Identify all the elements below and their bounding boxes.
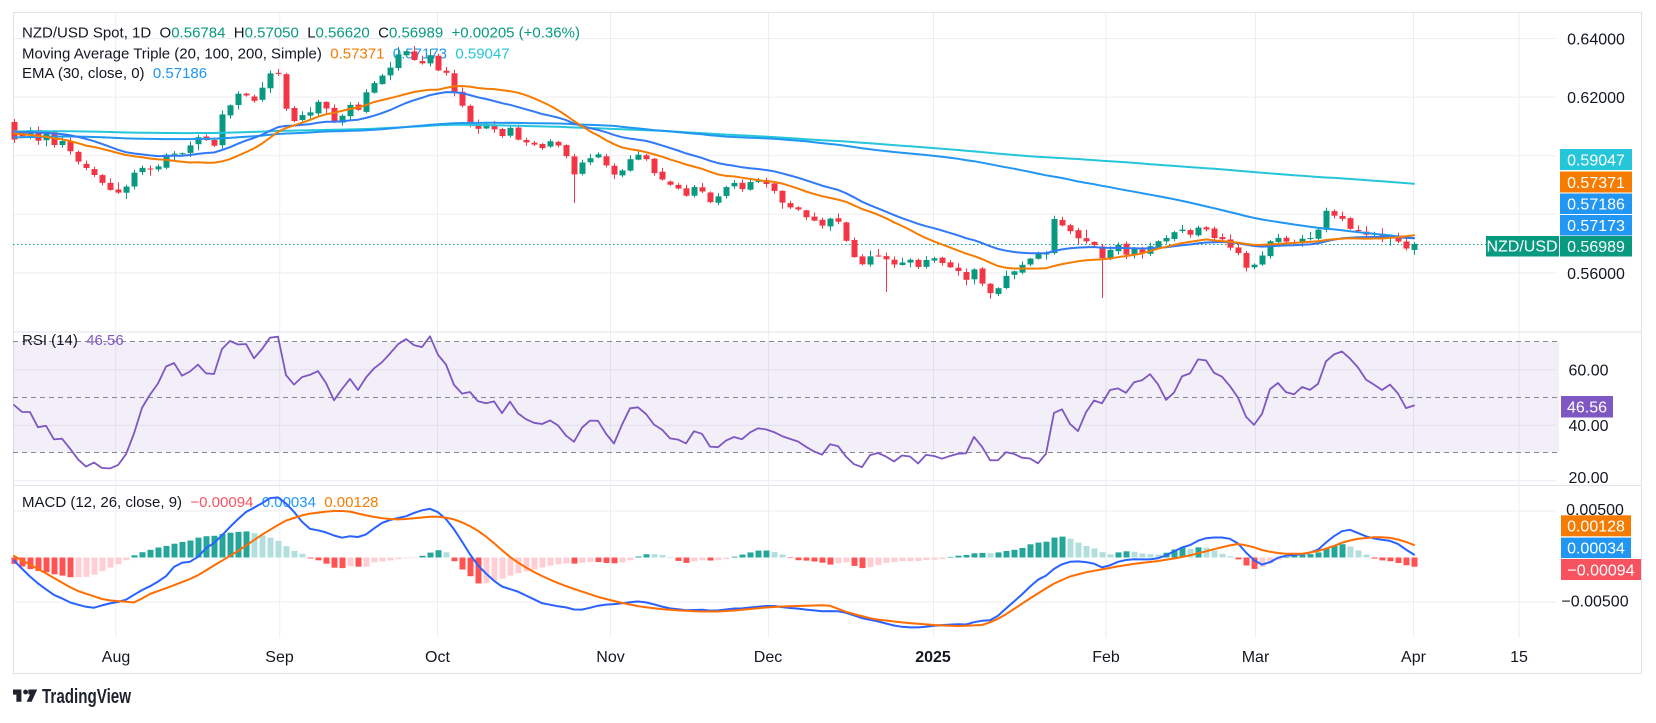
svg-text:0.00500: 0.00500 — [1566, 502, 1624, 519]
svg-text:0.59047: 0.59047 — [1567, 152, 1625, 169]
svg-text:46.56: 46.56 — [1567, 400, 1607, 417]
svg-text:Apr: Apr — [1401, 649, 1427, 666]
svg-text:Mar: Mar — [1242, 649, 1270, 666]
svg-text:Moving Average Triple (20, 100: Moving Average Triple (20, 100, 200, Sim… — [22, 46, 510, 63]
svg-text:EMA (30, close, 0) 0.57186: EMA (30, close, 0) 0.57186 — [22, 65, 207, 82]
svg-text:Nov: Nov — [596, 649, 624, 666]
svg-text:TradingView: TradingView — [42, 686, 131, 708]
svg-text:20.00: 20.00 — [1568, 470, 1608, 487]
svg-text:60.00: 60.00 — [1568, 363, 1608, 380]
svg-text:0.57186: 0.57186 — [1567, 197, 1625, 214]
svg-text:0.62000: 0.62000 — [1567, 90, 1625, 107]
svg-text:−0.00094: −0.00094 — [1567, 562, 1634, 579]
svg-text:0.56000: 0.56000 — [1567, 266, 1625, 283]
svg-text:2025: 2025 — [915, 649, 951, 666]
svg-text:Dec: Dec — [754, 649, 782, 666]
svg-text:15: 15 — [1510, 649, 1528, 666]
svg-text:Feb: Feb — [1092, 649, 1120, 666]
svg-text:0.64000: 0.64000 — [1567, 31, 1625, 48]
svg-text:0.00128: 0.00128 — [1567, 519, 1625, 536]
svg-text:MACD (12, 26, close, 9) −0.00: MACD (12, 26, close, 9) −0.00094 0.00034… — [22, 494, 379, 511]
svg-text:Oct: Oct — [425, 649, 450, 666]
svg-text:0.56989: 0.56989 — [1567, 239, 1625, 256]
svg-text:NZD/USD: NZD/USD — [1486, 239, 1557, 256]
svg-text:Sep: Sep — [265, 649, 294, 666]
svg-text:40.00: 40.00 — [1568, 418, 1608, 435]
svg-text:0.57371: 0.57371 — [1567, 175, 1625, 192]
svg-text:RSI (14) 46.56: RSI (14) 46.56 — [22, 332, 124, 349]
svg-text:Aug: Aug — [102, 649, 130, 666]
svg-text:0.57173: 0.57173 — [1567, 218, 1625, 235]
svg-text:0.00034: 0.00034 — [1567, 541, 1625, 558]
svg-text:−0.00500: −0.00500 — [1561, 593, 1628, 610]
svg-text:NZD/USD Spot, 1D O0.56784 H0: NZD/USD Spot, 1D O0.56784 H0.57050 L0.56… — [22, 25, 580, 42]
